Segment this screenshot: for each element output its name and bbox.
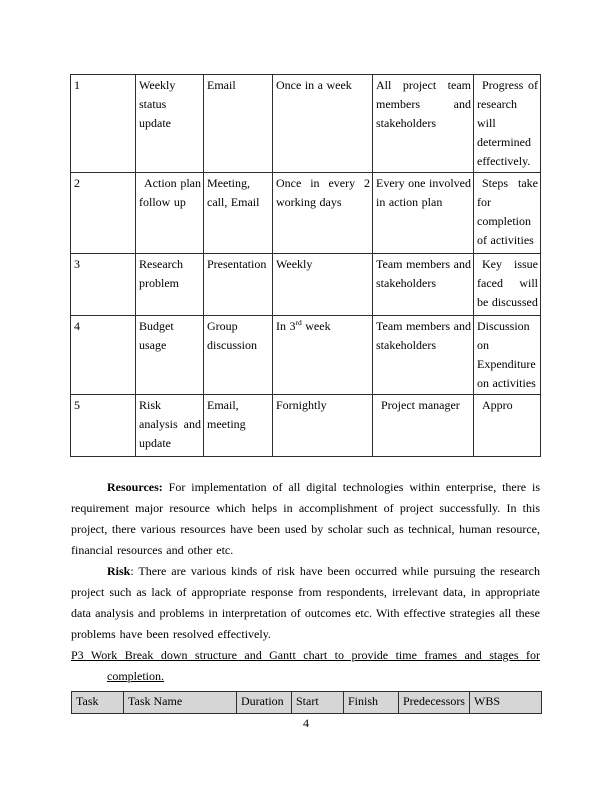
resources-label: Resources: xyxy=(107,480,163,494)
cell-method: Presentation xyxy=(203,253,273,316)
header-finish: Finish xyxy=(343,691,399,714)
cell-participants: Team members and stakeholders xyxy=(372,253,474,316)
header-duration: Duration xyxy=(236,691,292,714)
table-row: 5 Risk analysis and update Email, meetin… xyxy=(70,394,541,457)
cell-method: Meeting, call, Email xyxy=(203,172,273,254)
table-header-row: Task Task Name Duration Start Finish Pre… xyxy=(71,691,542,714)
cell-number: 3 xyxy=(70,253,136,316)
cell-activity: Weekly status update xyxy=(135,74,204,173)
cell-frequency: Fornightly xyxy=(272,394,373,457)
cell-method: Email xyxy=(203,74,273,173)
header-predecessors: Predecessors xyxy=(398,691,470,714)
risk-paragraph: Risk: There are various kinds of risk ha… xyxy=(71,564,540,641)
cell-outcome: Discussion on Expenditure on activities xyxy=(473,315,541,395)
cell-number: 1 xyxy=(70,74,136,173)
ordinal-superscript: rd xyxy=(295,318,302,327)
header-task-name: Task Name xyxy=(123,691,237,714)
cell-activity: Budget usage xyxy=(135,315,204,395)
table-row: 1 Weekly status update Email Once in a w… xyxy=(70,74,541,173)
cell-participants: Project manager xyxy=(372,394,474,457)
cell-activity: Research problem xyxy=(135,253,204,316)
header-start: Start xyxy=(291,691,344,714)
table-row: 2 Action plan follow up Meeting, call, E… xyxy=(70,172,541,254)
table-row: 4 Budget usage Group discussion In 3rd w… xyxy=(70,315,541,395)
resources-paragraph: Resources: For implementation of all dig… xyxy=(71,480,540,557)
p3-section-heading: P3 Work Break down structure and Gantt c… xyxy=(71,648,540,683)
cell-frequency: Once in every 2 working days xyxy=(272,172,373,254)
cell-participants: Team members and stakeholders xyxy=(372,315,474,395)
body-text: Resources: For implementation of all dig… xyxy=(71,477,542,714)
cell-number: 2 xyxy=(70,172,136,254)
communication-plan-table: 1 Weekly status update Email Once in a w… xyxy=(70,74,541,457)
task-schedule-table: Task Task Name Duration Start Finish Pre… xyxy=(71,691,542,714)
risk-label: Risk xyxy=(107,564,131,578)
cell-outcome: Progress of research will determined eff… xyxy=(473,74,541,173)
cell-number: 5 xyxy=(70,394,136,457)
header-task: Task xyxy=(71,691,124,714)
header-wbs: WBS xyxy=(469,691,542,714)
cell-frequency: Once in a week xyxy=(272,74,373,173)
cell-outcome: Key issue faced will be discussed xyxy=(473,253,541,316)
cell-activity: Risk analysis and update xyxy=(135,394,204,457)
cell-outcome: Steps take for completion of activities xyxy=(473,172,541,254)
table-row: 3 Research problem Presentation Weekly T… xyxy=(70,253,541,316)
cell-participants: All project team members and stakeholder… xyxy=(372,74,474,173)
page-number: 4 xyxy=(303,716,309,730)
cell-frequency: Weekly xyxy=(272,253,373,316)
cell-method: Email, meeting xyxy=(203,394,273,457)
cell-method: Group discussion xyxy=(203,315,273,395)
cell-frequency: In 3rd week xyxy=(272,315,373,395)
cell-participants: Every one involved in action plan xyxy=(372,172,474,254)
cell-activity: Action plan follow up xyxy=(135,172,204,254)
cell-outcome: Appro xyxy=(473,394,541,457)
cell-number: 4 xyxy=(70,315,136,395)
